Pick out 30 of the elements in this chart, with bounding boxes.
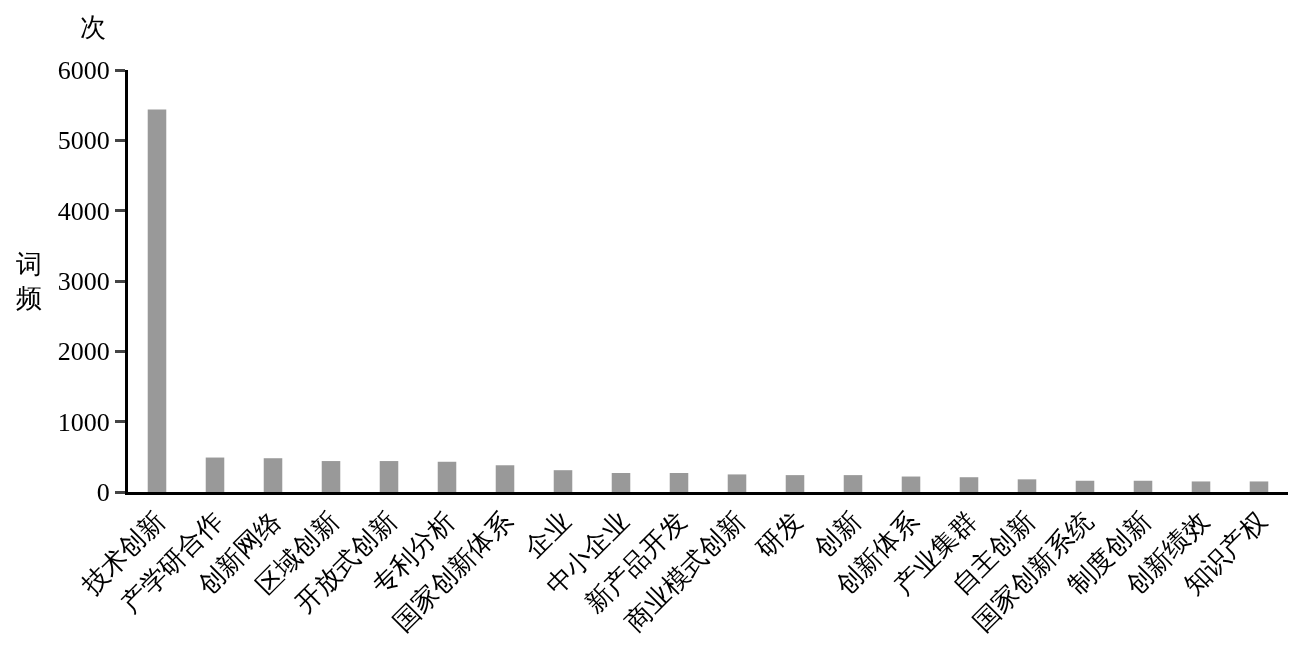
bar [263, 458, 283, 492]
y-tick-label: 5000 [57, 126, 110, 156]
bar [147, 109, 167, 492]
bar [1249, 481, 1269, 492]
bar [495, 465, 515, 492]
y-tick-label: 0 [96, 478, 110, 508]
bar [1075, 480, 1095, 492]
bar [901, 476, 921, 492]
bar [205, 457, 225, 492]
y-tick-label: 1000 [57, 407, 110, 437]
bar [553, 470, 573, 492]
bar [1133, 480, 1153, 492]
y-tick-label: 6000 [57, 56, 110, 86]
x-tick-label: 研发 [751, 506, 809, 564]
bar [321, 461, 341, 492]
y-axis-title: 词频 [16, 250, 42, 313]
bar [785, 475, 805, 492]
y-tick-label: 4000 [57, 196, 110, 226]
bar [437, 461, 457, 492]
bar [959, 477, 979, 492]
bar [1017, 479, 1037, 492]
y-tick-label: 3000 [57, 267, 110, 297]
bar [843, 475, 863, 492]
bar [1191, 481, 1211, 492]
text: 次 [80, 13, 106, 42]
y-tick-label: 2000 [57, 337, 110, 367]
bar [727, 474, 747, 492]
bar [611, 473, 631, 492]
bar [379, 461, 399, 492]
bar [669, 473, 689, 492]
